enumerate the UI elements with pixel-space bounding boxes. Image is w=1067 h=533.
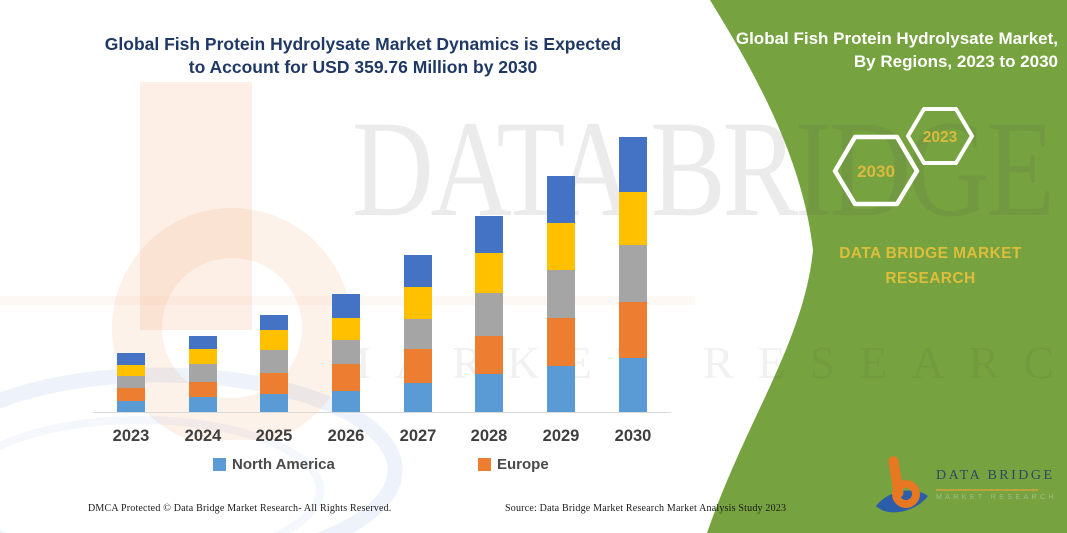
side-panel-title-line2: By Regions, 2023 to 2030 bbox=[853, 52, 1058, 71]
bar-segment-unlabeled-gray bbox=[547, 269, 575, 318]
legend-item-europe: Europe bbox=[478, 456, 549, 473]
bar-segment-North America bbox=[260, 393, 288, 413]
bar-segment-unlabeled-yellow bbox=[332, 318, 360, 341]
bar-segment-unlabeled-gray bbox=[260, 350, 288, 374]
bar-segment-unlabeled-yellow bbox=[475, 252, 503, 293]
bar-segment-Europe bbox=[404, 349, 432, 384]
legend-item-north-america: North America bbox=[213, 456, 335, 473]
stacked-bar-2030 bbox=[619, 136, 647, 413]
bar-segment-unlabeled-blue bbox=[619, 136, 647, 193]
legend-swatch-europe bbox=[478, 458, 491, 471]
x-axis-label-2028: 2028 bbox=[470, 427, 508, 445]
legend-label-europe: Europe bbox=[497, 456, 549, 473]
bar-segment-unlabeled-gray bbox=[117, 376, 145, 389]
x-axis-label-2029: 2029 bbox=[542, 427, 580, 445]
stacked-bar-2023 bbox=[117, 353, 145, 413]
bar-segment-unlabeled-yellow bbox=[404, 286, 432, 319]
bar-segment-unlabeled-blue bbox=[189, 335, 217, 350]
hexagon-2030-icon bbox=[832, 134, 920, 207]
bar-segment-unlabeled-yellow bbox=[619, 192, 647, 246]
year-hexagons: 2030 2023 bbox=[832, 107, 974, 207]
bar-segment-Europe bbox=[117, 388, 145, 401]
chart-title-line2: to Account for USD 359.76 Million by 203… bbox=[188, 57, 538, 77]
bar-segment-unlabeled-gray bbox=[619, 245, 647, 302]
stacked-bar-2024 bbox=[189, 335, 217, 413]
bar-segment-North America bbox=[189, 396, 217, 413]
chart-title-line1: Global Fish Protein Hydrolysate Market D… bbox=[104, 34, 622, 54]
footer-dmca-text: DMCA Protected © Data Bridge Market Rese… bbox=[88, 503, 392, 514]
hexagon-2023-label: 2023 bbox=[923, 129, 958, 146]
x-axis-label-2030: 2030 bbox=[614, 427, 652, 445]
bar-segment-unlabeled-yellow bbox=[260, 330, 288, 351]
bar-segment-Europe bbox=[475, 335, 503, 374]
side-panel-title: Global Fish Protein Hydrolysate Market, … bbox=[728, 27, 1058, 73]
bar-segment-North America bbox=[404, 383, 432, 413]
bar-segment-Europe bbox=[332, 364, 360, 391]
x-axis-label-2024: 2024 bbox=[184, 427, 222, 445]
stacked-bar-2026 bbox=[332, 294, 360, 413]
bar-segment-unlabeled-blue bbox=[547, 176, 575, 223]
bar-segment-Europe bbox=[547, 317, 575, 367]
brand-text-line2: RESEARCH bbox=[885, 270, 976, 287]
x-axis-label-2026: 2026 bbox=[327, 427, 365, 445]
bar-segment-North America bbox=[332, 390, 360, 413]
bar-segment-North America bbox=[117, 400, 145, 413]
bar-segment-unlabeled-blue bbox=[332, 294, 360, 319]
bar-segment-unlabeled-yellow bbox=[189, 349, 217, 365]
side-panel-title-line1: Global Fish Protein Hydrolysate Market, bbox=[735, 29, 1058, 48]
hexagon-2030-label: 2030 bbox=[857, 162, 895, 181]
brand-text-line1: DATA BRIDGE MARKET bbox=[839, 245, 1022, 262]
bar-segment-unlabeled-blue bbox=[260, 314, 288, 331]
chart-title: Global Fish Protein Hydrolysate Market D… bbox=[85, 33, 641, 79]
logo-divider-line bbox=[936, 489, 1038, 491]
logo-tagline: MARKET RESEARCH bbox=[936, 494, 1057, 501]
bar-segment-unlabeled-blue bbox=[475, 215, 503, 253]
bar-segment-North America bbox=[619, 357, 647, 413]
bar-segment-unlabeled-blue bbox=[404, 255, 432, 287]
bar-segment-North America bbox=[475, 373, 503, 413]
bar-segment-unlabeled-yellow bbox=[547, 222, 575, 270]
bar-segment-unlabeled-gray bbox=[332, 340, 360, 365]
x-axis-label-2027: 2027 bbox=[399, 427, 437, 445]
bar-segment-unlabeled-yellow bbox=[117, 364, 145, 377]
bar-segment-North America bbox=[547, 366, 575, 413]
legend-label-north-america: North America bbox=[232, 456, 335, 473]
x-axis-label-2025: 2025 bbox=[255, 427, 293, 445]
bar-segment-Europe bbox=[189, 381, 217, 397]
brand-text-block: DATA BRIDGE MARKET RESEARCH bbox=[828, 241, 1033, 291]
stacked-bar-2025 bbox=[260, 314, 288, 413]
hexagon-2023-icon bbox=[906, 107, 974, 165]
stacked-bar-2029 bbox=[547, 176, 575, 413]
stacked-bar-2028 bbox=[475, 215, 503, 413]
bar-segment-unlabeled-gray bbox=[404, 318, 432, 350]
bar-segment-unlabeled-gray bbox=[189, 364, 217, 382]
data-bridge-logo-icon bbox=[876, 456, 928, 513]
footer-source-text: Source: Data Bridge Market Research Mark… bbox=[505, 503, 787, 514]
legend-swatch-north-america bbox=[213, 458, 226, 471]
bar-segment-Europe bbox=[619, 301, 647, 358]
x-axis-label-2023: 2023 bbox=[112, 427, 150, 445]
bar-segment-unlabeled-blue bbox=[117, 353, 145, 365]
stacked-bar-2027 bbox=[404, 255, 432, 413]
bar-segment-Europe bbox=[260, 373, 288, 394]
x-axis-line bbox=[93, 412, 671, 413]
logo-wordmark: DATA BRIDGE bbox=[936, 468, 1055, 483]
bar-segment-unlabeled-gray bbox=[475, 292, 503, 336]
